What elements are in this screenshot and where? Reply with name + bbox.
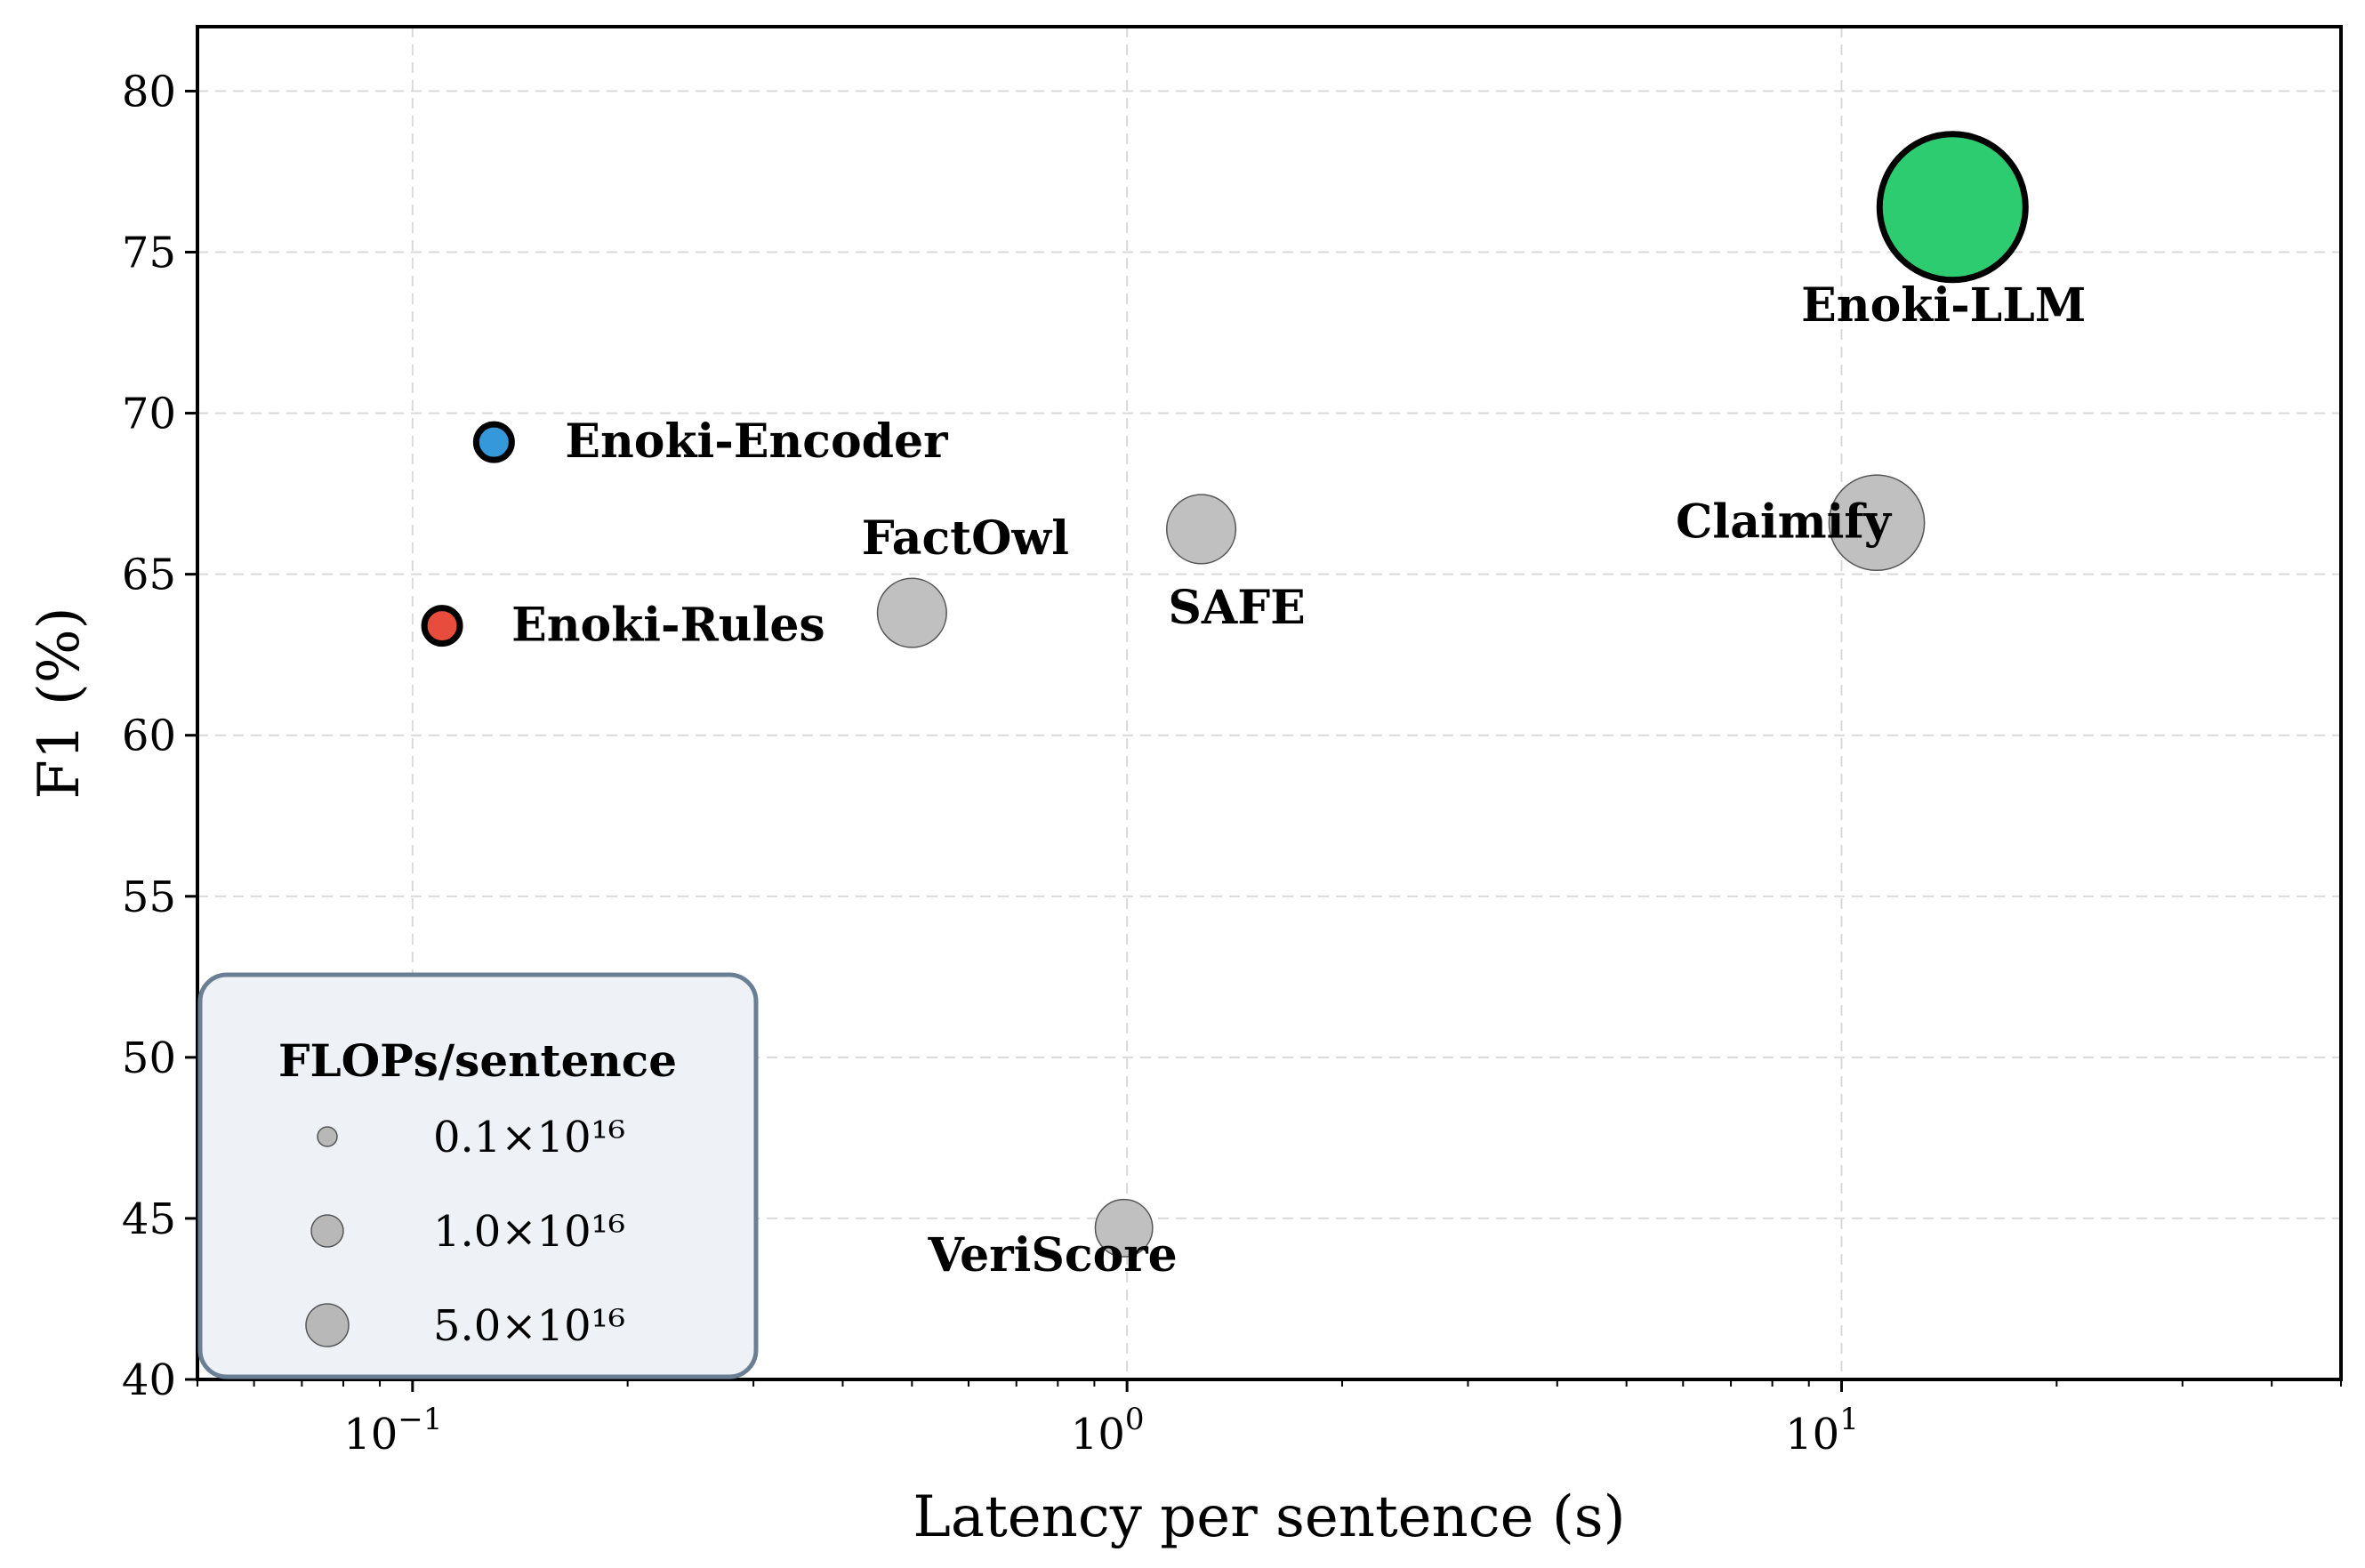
y-tick-label: 40 [122, 1355, 176, 1405]
point-safe [1165, 494, 1237, 565]
point-label: Enoki-Encoder [565, 414, 948, 469]
point-labels: Enoki-LLM Enoki-Encoder Enoki-Rules FactOwl… [511, 278, 2086, 1283]
x-tick-base: 10 [1785, 1410, 1839, 1459]
y-tick-label: 80 [122, 67, 176, 117]
legend-marker [310, 1214, 344, 1248]
y-tick-label: 55 [122, 872, 176, 922]
x-tick-base: 10 [343, 1410, 398, 1459]
y-axis-title: F1 (%) [27, 607, 93, 799]
point-label: FactOwl [862, 511, 1069, 566]
legend-marker [317, 1126, 338, 1147]
legend-label: 1.0×10¹⁶ [433, 1207, 625, 1257]
y-tick-label: 70 [122, 390, 176, 439]
legend-label: 0.1×10¹⁶ [433, 1113, 625, 1162]
point-enoki-llm [1876, 131, 2029, 284]
point-label: Enoki-LLM [1801, 278, 2086, 333]
legend-marker [305, 1303, 350, 1347]
y-tick-label: 60 [122, 712, 176, 761]
x-tick-exponent: −1 [398, 1402, 442, 1437]
x-tick-label: 100 [1071, 1402, 1145, 1459]
point-enoki-encoder [472, 421, 515, 463]
legend-label: 5.0×10¹⁶ [433, 1301, 625, 1351]
legend-title: FLOPs/sentence [278, 1034, 677, 1087]
point-claimify [1828, 474, 1926, 572]
point-label: SAFE [1168, 581, 1305, 635]
point-label: Claimify [1676, 495, 1893, 550]
plot-frame [196, 25, 2343, 1381]
legend: FLOPs/sentence 0.1×10¹⁶ 1.0×10¹⁶ 5.0×10¹⁶ [197, 972, 759, 1379]
y-tick-label: 50 [122, 1033, 176, 1083]
x-axis-title: Latency per sentence (s) [913, 1484, 1625, 1550]
point-label: VeriScore [928, 1228, 1178, 1283]
x-tick-base: 10 [1071, 1410, 1125, 1459]
point-factowl [876, 577, 947, 648]
point-enoki-rules [421, 605, 463, 647]
y-tick-label: 45 [122, 1194, 176, 1244]
legend-box [197, 972, 759, 1379]
x-tick-label: 101 [1785, 1402, 1859, 1459]
x-tick-exponent: 1 [1839, 1402, 1859, 1437]
x-tick-label: 10−1 [343, 1402, 442, 1459]
point-label: Enoki-Rules [511, 599, 825, 653]
y-tick-label: 65 [122, 551, 176, 600]
data-points [421, 131, 2029, 1258]
y-tick-label: 75 [122, 229, 176, 278]
x-tick-exponent: 0 [1125, 1402, 1145, 1437]
point-veriscore [1094, 1198, 1154, 1258]
